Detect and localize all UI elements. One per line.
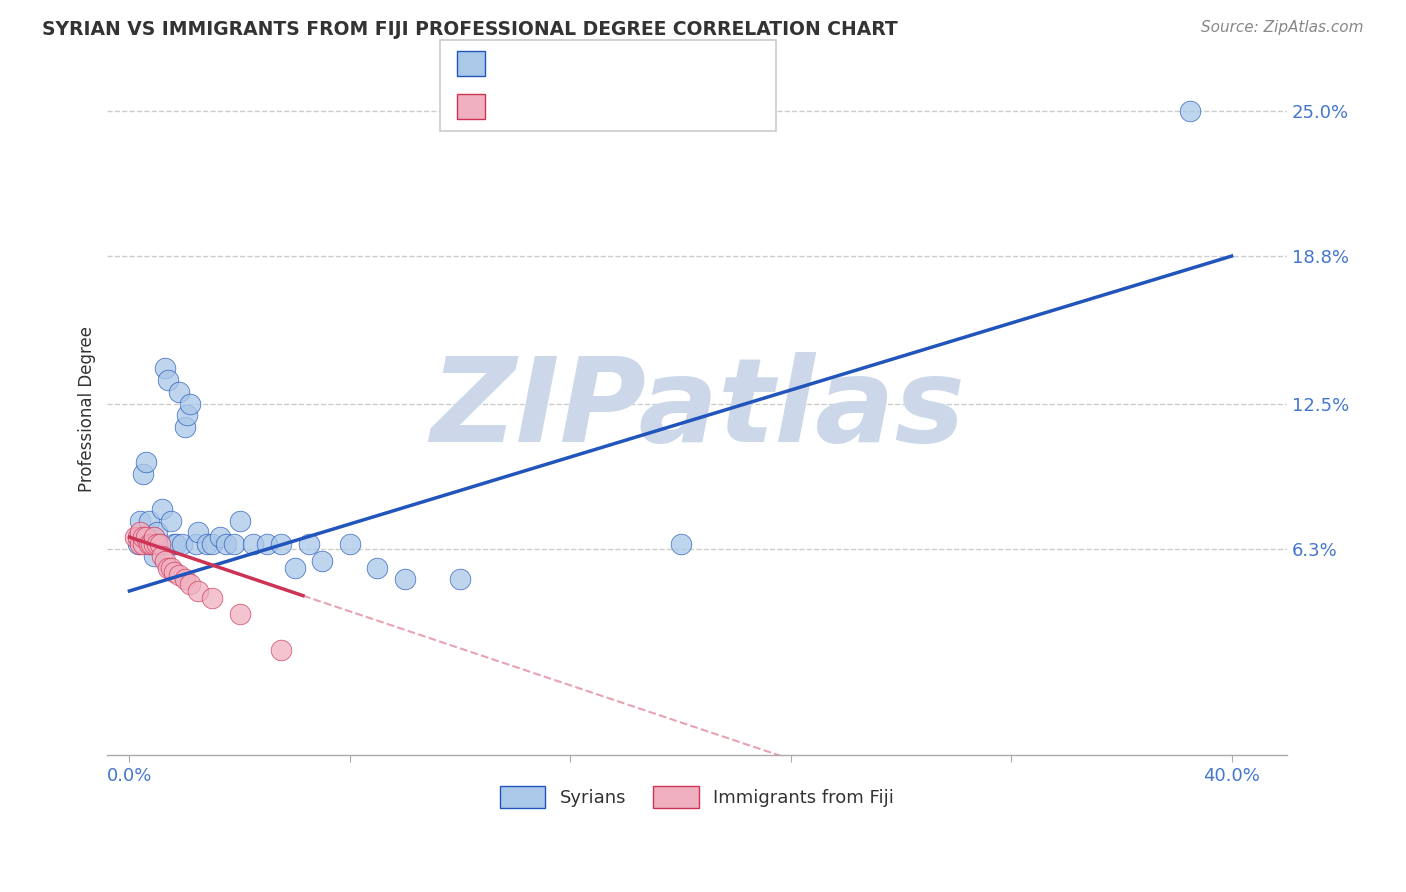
Point: [162, 566, 184, 580]
Point: [146, 537, 169, 551]
Point: [311, 553, 333, 567]
Text: R = -0.326   N = 25: R = -0.326 N = 25: [496, 94, 673, 112]
Point: [170, 537, 193, 551]
Point: [173, 572, 195, 586]
Point: [127, 537, 149, 551]
Point: [146, 537, 169, 551]
Point: [228, 607, 250, 622]
Point: [138, 514, 160, 528]
Point: [149, 537, 172, 551]
Point: [155, 361, 177, 376]
Text: SYRIAN VS IMMIGRANTS FROM FIJI PROFESSIONAL DEGREE CORRELATION CHART: SYRIAN VS IMMIGRANTS FROM FIJI PROFESSIO…: [42, 20, 898, 38]
Point: [156, 373, 179, 387]
Point: [146, 525, 169, 540]
Point: [242, 537, 264, 551]
Point: [209, 530, 232, 544]
Point: [184, 537, 207, 551]
Point: [195, 537, 218, 551]
Point: [159, 560, 181, 574]
Point: [162, 537, 184, 551]
Point: [152, 502, 174, 516]
Point: [165, 537, 187, 551]
Point: [143, 530, 166, 544]
Point: [284, 560, 307, 574]
Point: [135, 530, 157, 544]
Point: [173, 420, 195, 434]
Point: [141, 537, 163, 551]
Point: [132, 530, 155, 544]
Point: [449, 572, 471, 586]
Point: [228, 514, 250, 528]
Point: [270, 642, 292, 657]
Point: [127, 530, 149, 544]
Point: [143, 530, 166, 544]
Point: [129, 537, 152, 551]
Point: [187, 525, 209, 540]
Point: [366, 560, 388, 574]
Point: [156, 560, 179, 574]
Point: [339, 537, 361, 551]
Point: [224, 537, 246, 551]
Point: [215, 537, 238, 551]
Point: [143, 537, 166, 551]
Point: [179, 396, 201, 410]
Point: [138, 537, 160, 551]
Text: ZIPatlas: ZIPatlas: [430, 352, 965, 467]
Point: [155, 553, 177, 567]
Point: [201, 591, 224, 605]
Point: [167, 384, 190, 399]
Y-axis label: Professional Degree: Professional Degree: [79, 326, 96, 492]
Point: [187, 584, 209, 599]
Point: [143, 549, 166, 563]
Point: [141, 537, 163, 551]
Point: [297, 537, 319, 551]
Point: [149, 537, 172, 551]
Point: [152, 549, 174, 563]
Point: [1180, 103, 1202, 118]
Point: [135, 455, 157, 469]
Legend: Syrians, Immigrants from Fiji: Syrians, Immigrants from Fiji: [494, 779, 901, 815]
Point: [167, 567, 190, 582]
Point: [270, 537, 292, 551]
Point: [132, 537, 155, 551]
Point: [159, 514, 181, 528]
Point: [201, 537, 224, 551]
Point: [179, 577, 201, 591]
Point: [394, 572, 416, 586]
Point: [129, 514, 152, 528]
Point: [256, 537, 278, 551]
Point: [132, 467, 155, 481]
Point: [176, 409, 198, 423]
Text: Source: ZipAtlas.com: Source: ZipAtlas.com: [1201, 20, 1364, 35]
Point: [669, 537, 692, 551]
Text: R =  0.421   N = 43: R = 0.421 N = 43: [496, 51, 672, 69]
Point: [129, 525, 152, 540]
Point: [124, 530, 146, 544]
Point: [138, 537, 160, 551]
